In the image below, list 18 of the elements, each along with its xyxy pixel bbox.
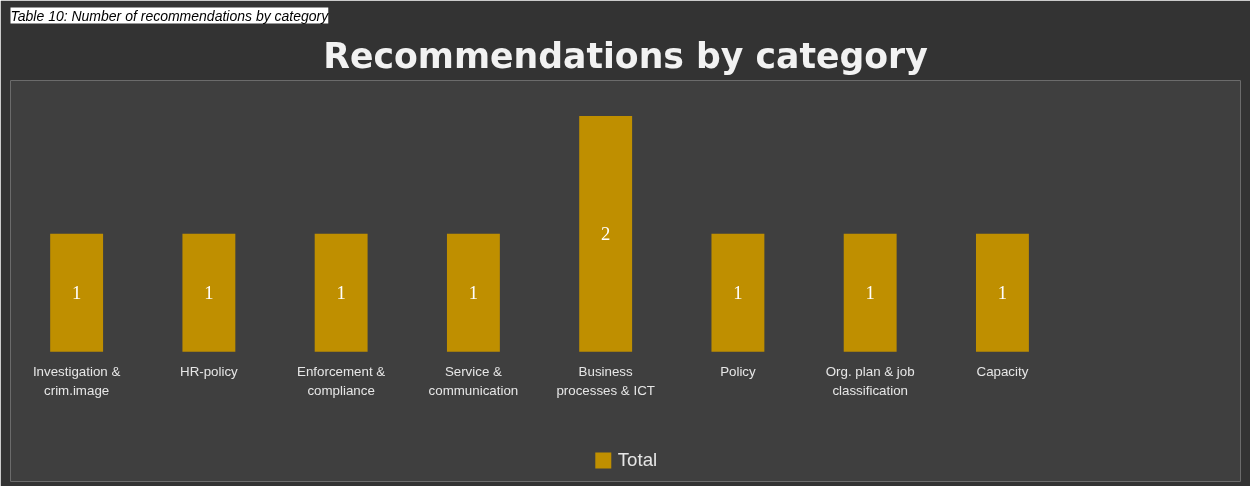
chart-title: Recommendations by category [323, 35, 928, 76]
x-tick-label: HR-policy [180, 363, 239, 379]
data-label: 1 [733, 282, 743, 304]
x-tick-label: Service & communication [428, 363, 519, 399]
data-label: 2 [601, 223, 611, 245]
x-tick-label: Investigation & crim.image [32, 363, 121, 399]
x-tick-label: Org. plan & job classification [825, 363, 915, 399]
x-tick-label: Capacity [976, 363, 1029, 379]
x-tick-label: Business processes & ICT [556, 363, 655, 399]
x-tick-label: Policy [720, 363, 757, 379]
x-tick-label: Enforcement & compliance [297, 363, 386, 399]
data-label: 1 [71, 282, 82, 304]
legend-label: Total [617, 449, 658, 471]
data-label: 1 [997, 282, 1008, 304]
data-label: 1 [336, 282, 346, 304]
data-label: 1 [468, 282, 479, 304]
data-label: 1 [865, 282, 875, 304]
data-label: 1 [204, 282, 214, 304]
